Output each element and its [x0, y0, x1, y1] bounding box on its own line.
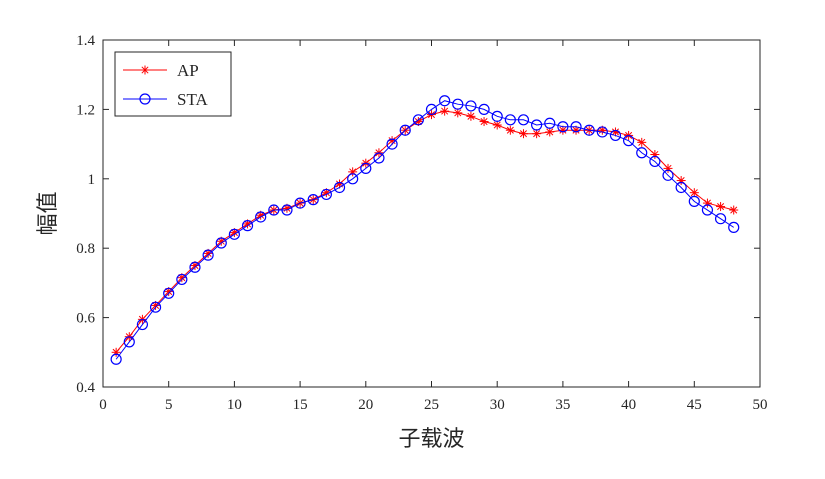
y-tick-label: 0.6: [76, 311, 95, 327]
legend-label-ap: AP: [177, 61, 199, 80]
data-point-sta: [425, 103, 438, 116]
data-point-ap: [164, 287, 174, 297]
data-point-sta: [255, 211, 267, 223]
data-point-sta: [320, 188, 332, 201]
data-point-sta: [609, 129, 622, 142]
x-tick-label: 40: [621, 397, 636, 413]
chart-marks: [110, 95, 740, 365]
data-point-sta: [399, 124, 411, 136]
data-point-sta: [583, 124, 595, 136]
data-point-ap: [545, 127, 555, 137]
data-point-sta: [557, 121, 569, 133]
data-point-sta: [622, 135, 635, 147]
data-point-ap: [505, 125, 515, 135]
y-axis-label: 幅值: [35, 191, 60, 235]
data-point-sta: [347, 173, 359, 185]
data-point-ap: [479, 117, 489, 127]
data-point-sta: [228, 228, 240, 240]
data-point-sta: [123, 336, 135, 348]
legend-marker-sta: [139, 93, 151, 105]
series-line-sta: [115, 100, 734, 360]
data-point-sta: [333, 181, 346, 194]
data-point-sta: [491, 110, 503, 122]
data-point-sta: [215, 237, 227, 249]
data-point-sta: [544, 117, 556, 129]
data-point-ap: [689, 188, 699, 198]
y-tick-label: 1.2: [76, 102, 95, 118]
data-point-sta: [452, 98, 464, 110]
legend: AP STA: [114, 51, 232, 117]
x-tick-label: 50: [753, 397, 768, 413]
legend-label-sta: STA: [177, 90, 208, 109]
data-point-sta: [531, 119, 543, 131]
x-tick-label: 5: [165, 397, 173, 413]
data-point-sta: [202, 249, 214, 261]
x-tick-label: 30: [490, 397, 505, 413]
data-point-sta: [149, 301, 162, 313]
x-tick-label: 45: [687, 397, 702, 413]
legend-marker-ap: [140, 65, 150, 75]
x-tick-label: 15: [293, 397, 308, 413]
data-point-sta: [649, 155, 661, 168]
data-point-sta: [596, 126, 608, 138]
data-point-sta: [714, 213, 727, 225]
data-point-sta: [373, 152, 385, 164]
data-point-ap: [729, 205, 739, 215]
x-tick-label: 0: [99, 397, 107, 413]
data-point-ap: [492, 120, 502, 130]
data-point-ap: [216, 236, 226, 246]
data-point-ap: [716, 202, 726, 212]
data-point-ap: [518, 129, 528, 139]
data-point-sta: [701, 204, 714, 216]
data-point-sta: [662, 169, 674, 181]
legend-box: [114, 51, 232, 117]
x-axis-label: 子载波: [398, 426, 464, 451]
x-tick-label: 25: [424, 397, 439, 413]
data-point-ap: [532, 129, 542, 139]
data-point-ap: [466, 111, 476, 121]
data-point-sta: [176, 273, 188, 286]
data-point-sta: [439, 95, 451, 107]
data-point-sta: [517, 114, 530, 126]
data-point-sta: [110, 353, 122, 365]
data-point-sta: [675, 181, 687, 194]
data-point-sta: [360, 162, 372, 174]
data-point-sta: [136, 318, 149, 331]
data-point-sta: [189, 261, 201, 273]
data-point-ap: [453, 108, 463, 118]
data-point-ap: [151, 300, 161, 310]
x-tick-label: 20: [358, 397, 373, 413]
axis-ticks: 0 5 10 15 20 25 30 35 40 45 50 0.4 0.6 0.8 1 1.2 1.4: [76, 33, 767, 413]
data-point-sta: [412, 114, 424, 126]
data-point-sta: [307, 194, 319, 206]
data-point-sta: [294, 197, 306, 209]
data-point-sta: [570, 121, 582, 133]
data-point-sta: [241, 220, 254, 232]
y-tick-label: 0.8: [76, 241, 95, 257]
data-point-sta: [688, 195, 700, 207]
data-point-sta: [636, 147, 648, 159]
x-tick-label: 10: [227, 397, 242, 413]
data-point-sta: [465, 100, 477, 112]
data-point-sta: [163, 287, 175, 299]
data-point-sta: [478, 103, 490, 116]
data-point-sta: [268, 204, 280, 216]
data-point-ap: [440, 106, 450, 116]
data-point-sta: [504, 114, 516, 126]
data-point-sta: [728, 221, 740, 233]
data-point-sta: [281, 204, 293, 216]
data-point-ap: [637, 137, 647, 147]
y-tick-label: 1.4: [76, 33, 95, 49]
y-tick-label: 0.4: [76, 380, 95, 396]
y-tick-label: 1: [88, 172, 96, 188]
data-point-sta: [386, 138, 398, 150]
x-tick-label: 35: [555, 397, 570, 413]
